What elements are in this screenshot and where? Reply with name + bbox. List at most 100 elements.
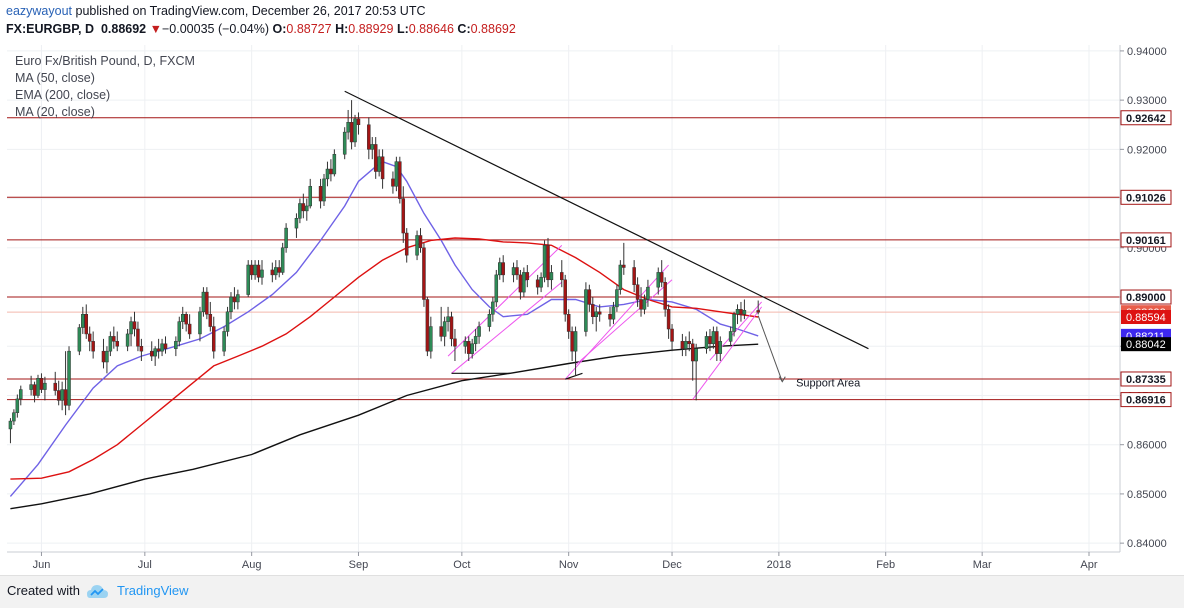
legend-study-ma50[interactable]: MA (50, close)	[15, 71, 95, 85]
candle-body	[370, 144, 375, 150]
candle	[522, 267, 526, 298]
price-tag-label: 0.88594	[1126, 312, 1166, 324]
candle-body	[60, 389, 64, 401]
candle	[663, 277, 667, 317]
candle-body	[715, 331, 719, 354]
level-label-box	[1120, 371, 1172, 387]
legend-study-ma20[interactable]: MA (20, close)	[15, 105, 95, 119]
candle	[229, 292, 233, 320]
candle	[584, 282, 588, 337]
close-label: C:	[457, 22, 471, 36]
footer-bar: Created with TradingView	[0, 575, 1184, 608]
candle	[711, 326, 716, 349]
candle	[270, 262, 275, 283]
time-axis-label: Apr	[1080, 559, 1097, 571]
candle-body	[222, 331, 226, 352]
candle	[656, 267, 661, 295]
candle-body	[325, 168, 330, 180]
candle-body	[81, 314, 85, 328]
candle-body	[187, 323, 192, 335]
candle	[367, 117, 371, 160]
candle-body	[180, 314, 185, 322]
level-label: 0.86916	[1126, 395, 1166, 407]
candle-body	[498, 262, 502, 276]
time-axis-label: Oct	[453, 559, 470, 571]
level-label-box	[1120, 289, 1172, 305]
candle-body	[418, 235, 423, 249]
candle-body	[494, 274, 499, 303]
candle-body	[12, 412, 16, 422]
candle-body	[663, 282, 667, 310]
level-label-box	[1120, 232, 1172, 248]
time-axis-label: Mar	[973, 559, 992, 571]
candle	[198, 306, 202, 342]
candle-body	[298, 203, 302, 219]
candle-body	[477, 326, 481, 337]
level-label: 0.92642	[1126, 113, 1166, 125]
tradingview-logo-icon[interactable]	[87, 582, 111, 600]
candle-body	[587, 289, 592, 305]
candle-body	[56, 390, 61, 401]
tradingview-brand-link[interactable]: TradingView	[117, 583, 189, 598]
candle	[515, 260, 519, 280]
price-chart[interactable]: Support Area0.840000.850000.860000.87000…	[7, 45, 1184, 575]
level-label: 0.91026	[1126, 192, 1166, 204]
candle-body	[256, 264, 261, 278]
candle	[346, 109, 350, 140]
chart-area[interactable]: Support Area0.840000.850000.860000.87000…	[7, 45, 1184, 575]
candle-body	[487, 314, 492, 327]
candle	[91, 331, 95, 359]
candle	[646, 279, 650, 307]
candle	[236, 289, 240, 310]
candle	[60, 381, 64, 411]
open-value: 0.88727	[286, 22, 332, 36]
candle-body	[535, 279, 540, 288]
candle-body	[704, 336, 709, 349]
candle-body	[63, 389, 68, 406]
candle	[349, 100, 354, 150]
candle-body	[332, 154, 337, 175]
candle	[684, 336, 688, 357]
candle	[542, 240, 547, 283]
candle-body	[611, 306, 616, 320]
candle-body	[380, 156, 385, 180]
author-link[interactable]: eazywayout	[6, 4, 73, 18]
candle	[370, 137, 375, 160]
candle	[163, 336, 168, 354]
candle	[742, 299, 747, 320]
candle-body	[160, 343, 164, 352]
candle	[43, 376, 47, 401]
candle	[670, 324, 674, 352]
trendline-support-right	[565, 372, 583, 380]
candle	[153, 346, 157, 366]
candle	[570, 326, 574, 362]
candle	[81, 306, 85, 334]
candle-body	[708, 336, 712, 345]
candle	[205, 287, 209, 320]
price-axis-label: 0.92000	[1127, 144, 1167, 156]
candle	[342, 127, 347, 160]
candle-body	[8, 420, 13, 430]
candle-body	[67, 350, 71, 406]
level-label-box	[1120, 110, 1172, 126]
candle	[401, 186, 406, 243]
time-axis-label: Sep	[349, 559, 369, 571]
candle-body	[573, 331, 578, 352]
legend-study-ema200[interactable]: EMA (200, close)	[15, 88, 111, 102]
chart-legend: Euro Fx/British Pound, D, FXCM MA (50, c…	[15, 53, 195, 121]
candle-body	[463, 341, 468, 347]
candle-body	[680, 341, 685, 349]
candle	[429, 316, 433, 359]
candle-body	[229, 296, 233, 313]
candle-body	[36, 377, 40, 396]
candle-body	[249, 264, 254, 276]
candle	[77, 324, 82, 356]
candle-body	[32, 384, 37, 396]
candle-body	[132, 321, 137, 330]
candle-body	[205, 291, 209, 315]
last-price: 0.88692	[100, 22, 147, 36]
candle-body	[694, 348, 698, 362]
candle-body	[284, 227, 288, 249]
candle	[539, 272, 543, 293]
open-label: O:	[272, 22, 287, 36]
